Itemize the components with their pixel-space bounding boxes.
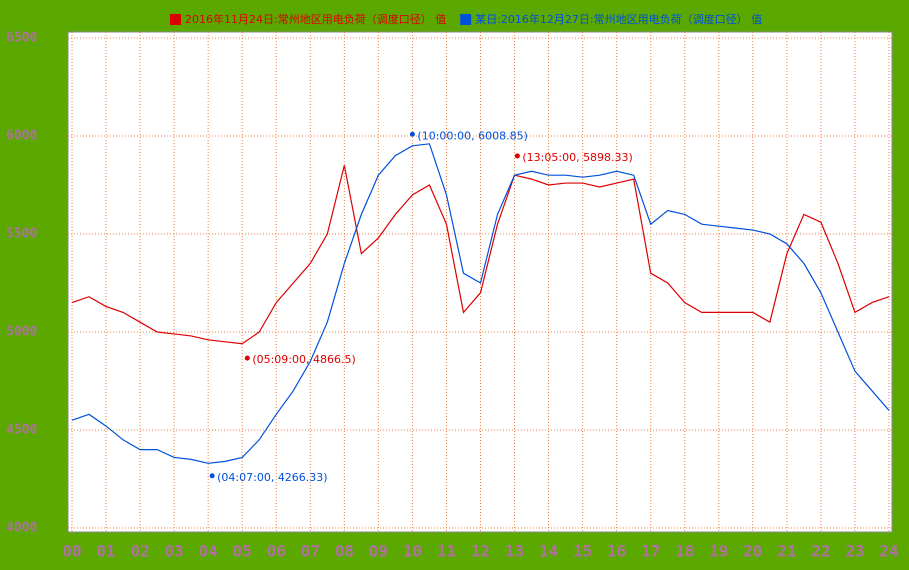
- y-tick-label: 4500: [6, 423, 37, 438]
- annotation-label: (10:00:00, 6008.85): [417, 129, 527, 142]
- x-tick-label: 24: [879, 542, 898, 561]
- x-tick-label: 14: [539, 542, 558, 561]
- x-tick-label: 17: [641, 542, 660, 561]
- y-tick-label: 4000: [6, 521, 37, 536]
- legend-label: 某日:2016年12月27日:常州地区用电负荷（调度口径） 值: [475, 12, 762, 26]
- series-line: [71, 143, 890, 464]
- x-tick-label: 15: [573, 542, 592, 561]
- x-tick-label: 12: [471, 542, 490, 561]
- x-tick-label: 04: [199, 542, 218, 561]
- x-tick-label: 19: [709, 542, 728, 561]
- legend-swatch: [460, 14, 472, 25]
- x-tick-label: 02: [130, 542, 149, 561]
- series-line: [71, 165, 890, 345]
- annotation-label: (04:07:00, 4266.33): [217, 471, 327, 484]
- x-tick-label: 10: [403, 542, 422, 561]
- annotation-label: (13:05:00, 5898.33): [522, 151, 632, 164]
- x-tick-label: 21: [777, 542, 796, 561]
- x-tick-label: 07: [301, 542, 320, 561]
- x-tick-label: 05: [233, 542, 252, 561]
- annotation-point: [244, 355, 250, 361]
- y-tick-label: 5500: [6, 227, 37, 242]
- x-tick-label: 20: [743, 542, 762, 561]
- x-tick-label: 09: [369, 542, 388, 561]
- y-tick-label: 6000: [6, 129, 37, 144]
- x-tick-label: 03: [164, 542, 183, 561]
- x-tick-label: 08: [335, 542, 354, 561]
- annotation-point: [209, 473, 215, 479]
- legend-label: 2016年11月24日:常州地区用电负荷（调度口径） 值: [185, 12, 446, 26]
- x-tick-label: 16: [607, 542, 626, 561]
- annotation-label: (05:09:00, 4866.5): [252, 353, 355, 366]
- x-tick-label: 18: [675, 542, 694, 561]
- x-tick-label: 13: [505, 542, 524, 561]
- annotation-point: [409, 131, 415, 137]
- x-tick-label: 22: [811, 542, 830, 561]
- x-tick-label: 00: [62, 542, 81, 561]
- y-tick-label: 5000: [6, 325, 37, 340]
- y-tick-label: 6500: [6, 31, 37, 46]
- x-tick-label: 11: [437, 542, 456, 561]
- x-tick-label: 01: [96, 542, 115, 561]
- annotation-point: [514, 153, 520, 159]
- x-tick-label: 06: [267, 542, 286, 561]
- x-tick-label: 23: [845, 542, 864, 561]
- legend-swatch: [170, 14, 181, 25]
